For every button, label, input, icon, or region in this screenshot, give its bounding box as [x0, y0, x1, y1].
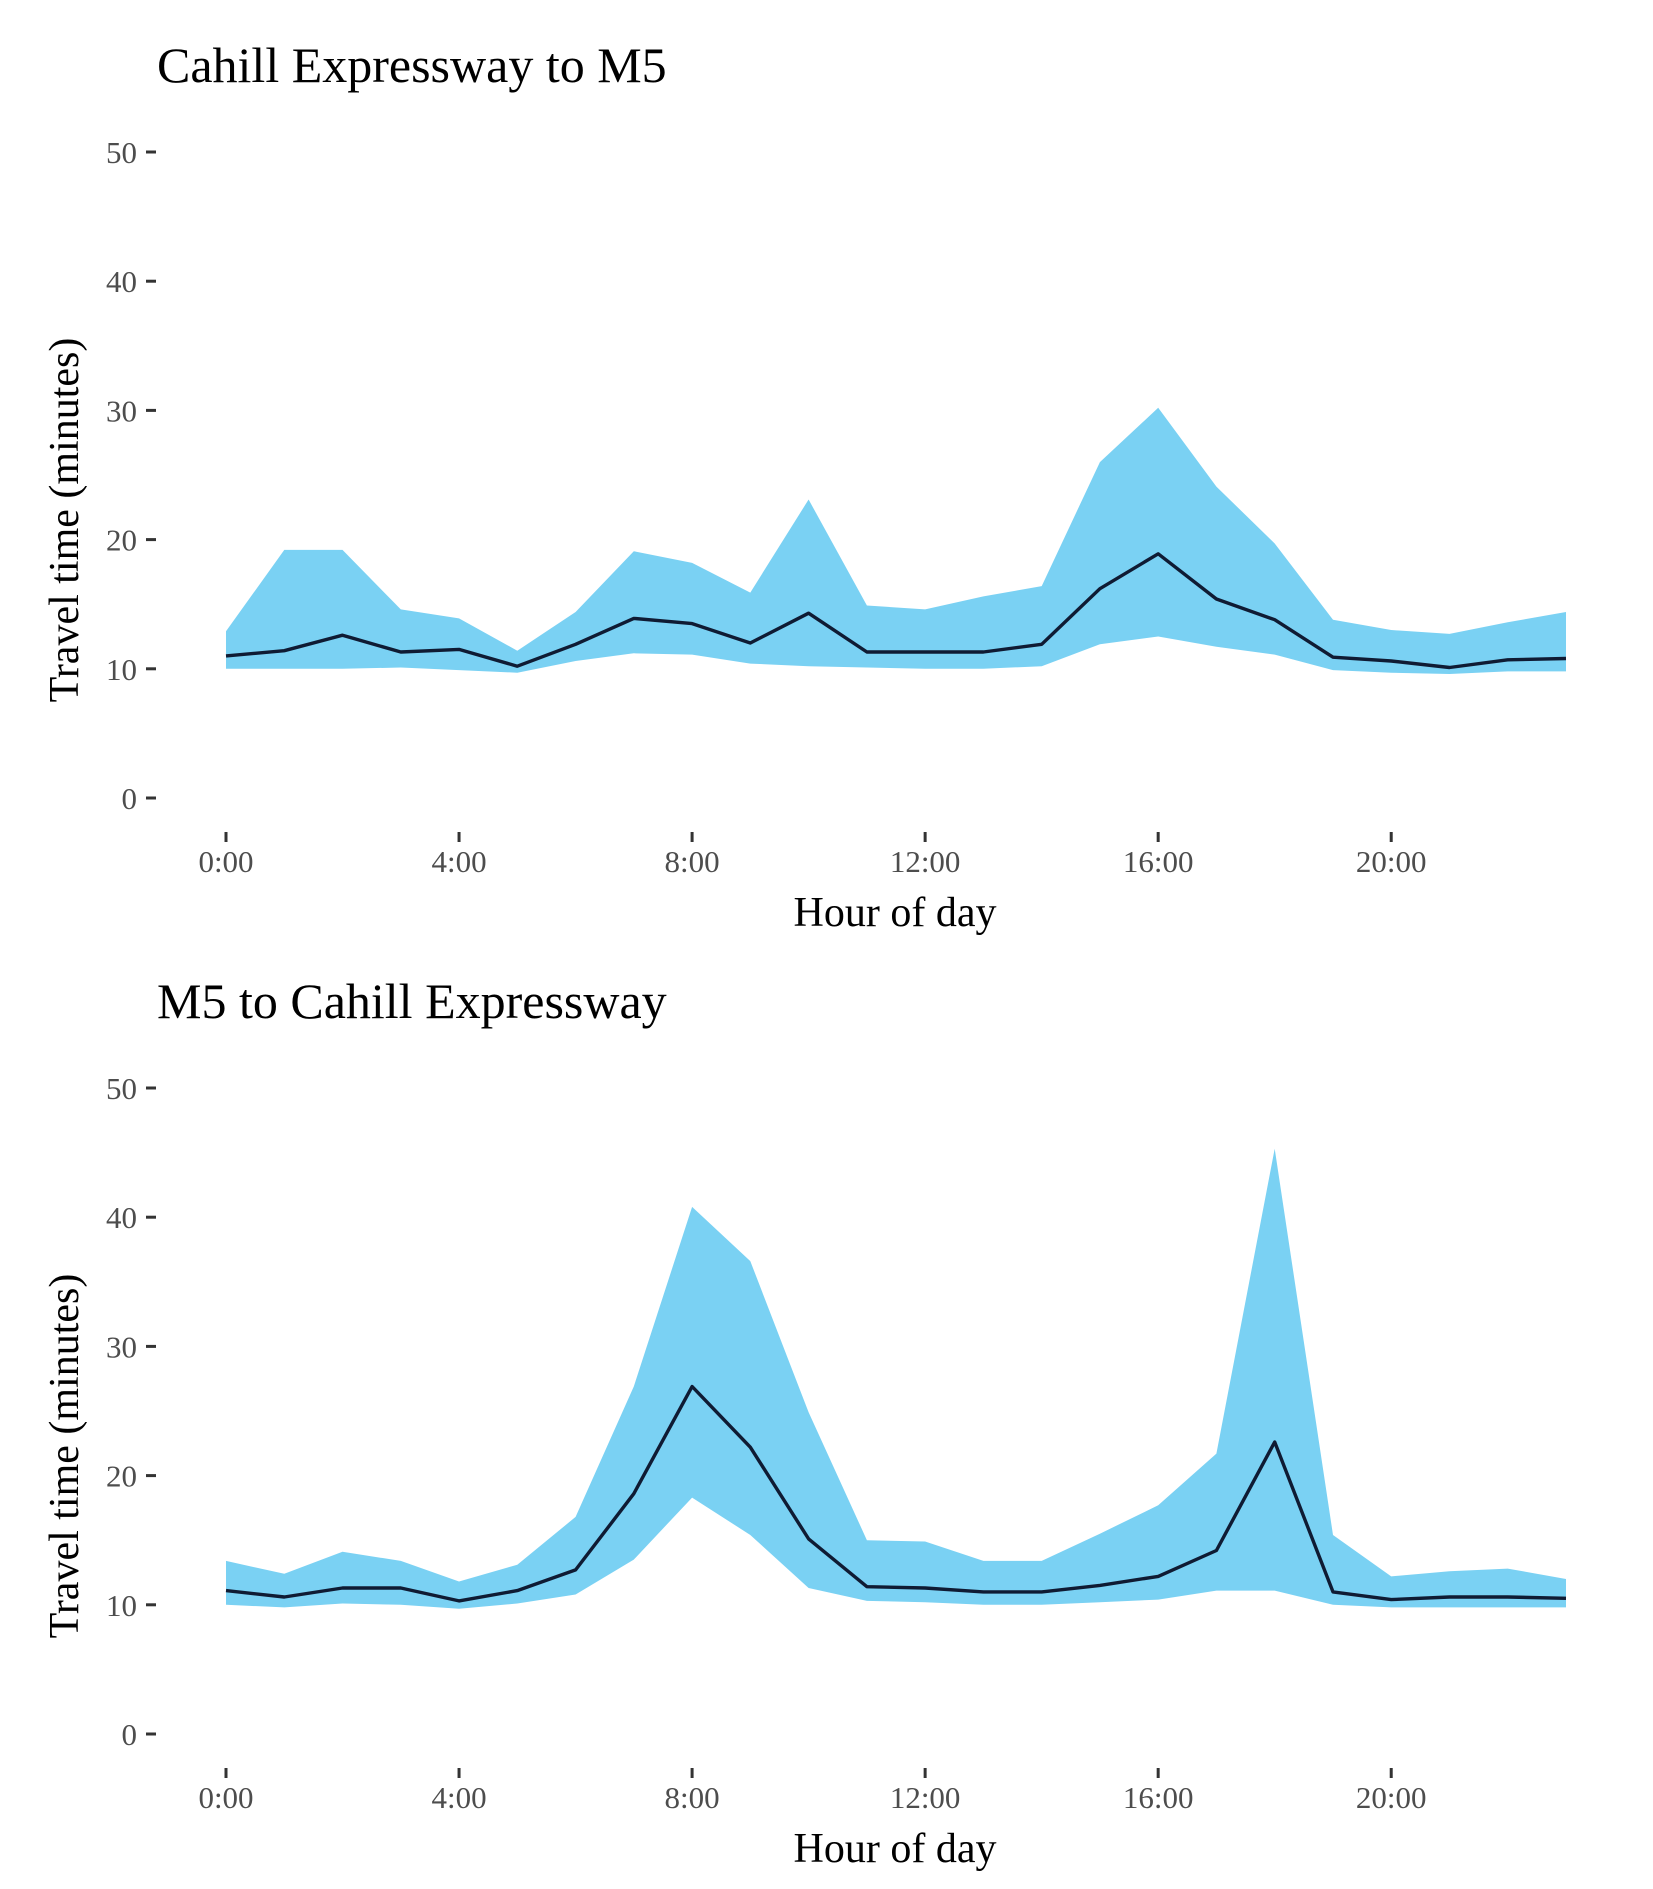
chart-1-plot [225, 407, 1567, 674]
chart-1-x-axis: 0:00 4:00 8:00 12:00 16:00 20:00 [198, 832, 1427, 879]
chart-1-x-tick-label: 12:00 [890, 844, 961, 879]
chart-2-x-axis: 0:00 4:00 8:00 12:00 16:00 20:00 [198, 1768, 1427, 1815]
chart-2-title: M5 to Cahill Expressway [157, 973, 667, 1029]
chart-1-x-tick-label: 8:00 [665, 844, 720, 879]
chart-2-x-tick-label: 20:00 [1356, 1780, 1427, 1815]
chart-2-y-tick-label: 0 [122, 1717, 138, 1752]
chart-1-y-axis: 0 10 20 30 40 50 [106, 135, 156, 816]
chart-2-x-tick-label: 12:00 [890, 1780, 961, 1815]
chart-2-y-axis-label: Travel time (minutes) [42, 1274, 88, 1639]
chart-1-x-tick-label: 0:00 [198, 844, 253, 879]
chart-1-y-tick-label: 0 [122, 781, 138, 816]
chart-2-plot [225, 1148, 1567, 1609]
chart-1-y-tick-label: 10 [106, 652, 137, 687]
chart-1-band [226, 407, 1566, 674]
chart-2-y-axis: 0 10 20 30 40 50 [106, 1071, 156, 1752]
chart-1-x-axis-label: Hour of day [794, 890, 997, 936]
chart-1-y-axis-label: Travel time (minutes) [42, 338, 88, 703]
chart-1-title: Cahill Expressway to M5 [157, 37, 667, 93]
chart-2-y-tick-label: 10 [106, 1588, 137, 1623]
chart-2-y-tick-label: 20 [106, 1459, 137, 1494]
chart-2-x-tick-label: 4:00 [431, 1780, 486, 1815]
chart-1-y-tick-label: 50 [106, 135, 137, 170]
chart-2-x-axis-label: Hour of day [794, 1826, 997, 1872]
chart-1-x-tick-label: 16:00 [1123, 844, 1194, 879]
chart-1-y-tick-label: 40 [106, 264, 137, 299]
chart-2-y-tick-label: 40 [106, 1200, 137, 1235]
chart-1-median-line [225, 552, 1567, 670]
chart-1-y-tick-label: 30 [106, 393, 137, 428]
panel-1: Cahill Expressway to M5 0 10 20 30 40 50 0:00… [42, 37, 1567, 936]
chart-2-median-line [225, 1384, 1567, 1603]
chart-2-x-tick-label: 0:00 [198, 1780, 253, 1815]
chart-2-band [226, 1148, 1566, 1609]
chart-1-y-tick-label: 20 [106, 523, 137, 558]
chart-1-x-tick-label: 4:00 [431, 844, 486, 879]
panel-2: M5 to Cahill Expressway 0 10 20 30 40 50 0:00… [42, 973, 1567, 1872]
chart-1-x-tick-label: 20:00 [1356, 844, 1427, 879]
chart-2-y-tick-label: 30 [106, 1329, 137, 1364]
chart-2-y-tick-label: 50 [106, 1071, 137, 1106]
chart-2-x-tick-label: 8:00 [665, 1780, 720, 1815]
chart-2-x-tick-label: 16:00 [1123, 1780, 1194, 1815]
